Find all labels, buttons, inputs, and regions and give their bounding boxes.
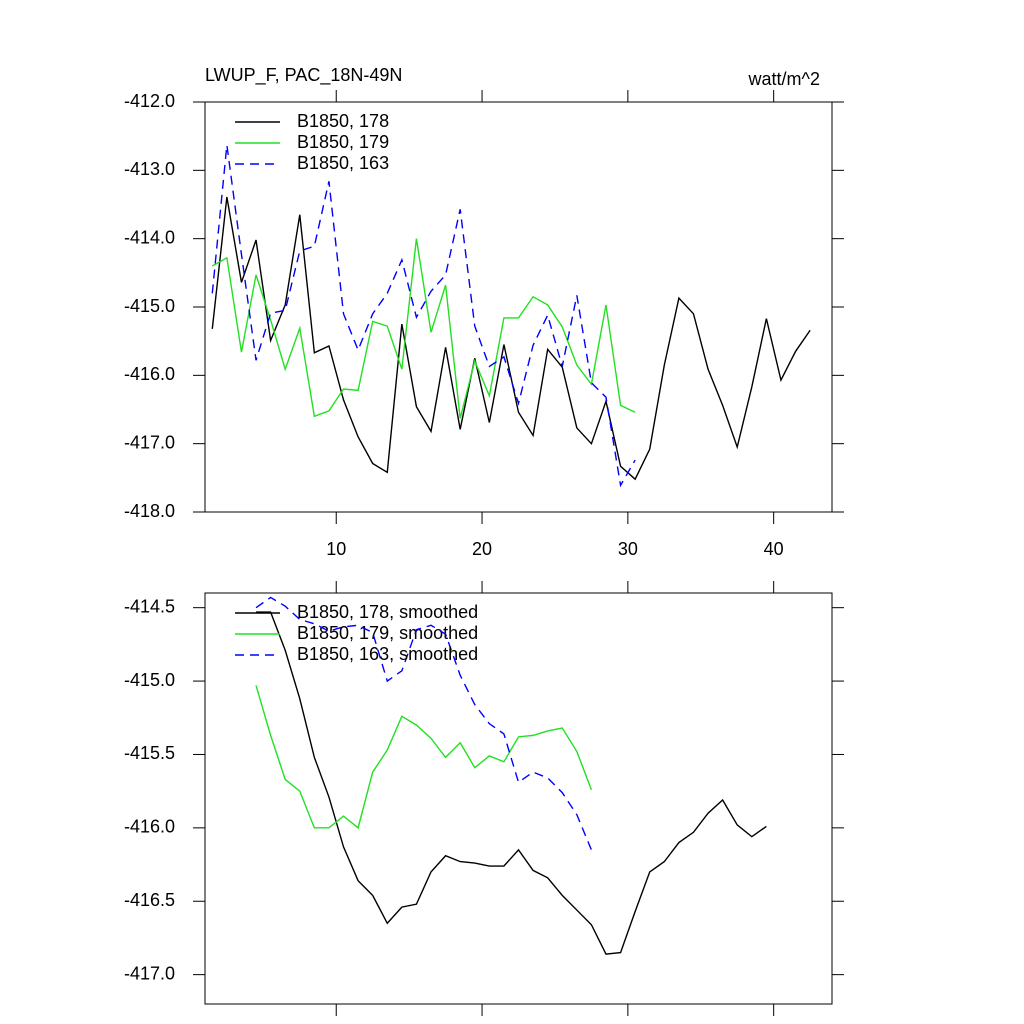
y-tick-label: -412.0	[124, 91, 175, 111]
plot-frame	[204, 592, 833, 1005]
series-line	[255, 685, 593, 830]
legend-label: B1850, 163, smoothed	[297, 644, 478, 664]
y-tick-label: -415.0	[124, 670, 175, 690]
y-tick-label: -415.0	[124, 296, 175, 316]
legend-label: B1850, 163	[297, 153, 389, 173]
x-tick-label: 10	[326, 539, 346, 559]
legend-label: B1850, 179	[297, 132, 389, 152]
y-tick-label: -418.0	[124, 501, 175, 521]
legend-label: B1850, 179, smoothed	[297, 623, 478, 643]
y-tick-label: -416.0	[124, 364, 175, 384]
legend-label: B1850, 178	[297, 111, 389, 131]
y-tick-label: -417.0	[124, 963, 175, 983]
units-label: watt/m^2	[748, 69, 820, 89]
series-line	[255, 596, 593, 851]
y-tick-label: -416.5	[124, 890, 175, 910]
x-tick-label: 40	[764, 539, 784, 559]
series-line	[211, 196, 811, 481]
x-tick-label: 20	[472, 539, 492, 559]
chart-title: LWUP_F, PAC_18N-49N	[205, 65, 402, 86]
y-tick-label: -415.5	[124, 743, 175, 763]
y-tick-label: -417.0	[124, 432, 175, 452]
series-line	[256, 611, 767, 955]
series-line	[211, 144, 636, 488]
y-tick-label: -414.5	[124, 596, 175, 616]
series-line	[211, 238, 636, 419]
y-tick-label: -413.0	[124, 159, 175, 179]
x-tick-label: 30	[618, 539, 638, 559]
y-tick-label: -416.0	[124, 817, 175, 837]
y-tick-label: -414.0	[124, 227, 175, 247]
legend-label: B1850, 178, smoothed	[297, 602, 478, 622]
